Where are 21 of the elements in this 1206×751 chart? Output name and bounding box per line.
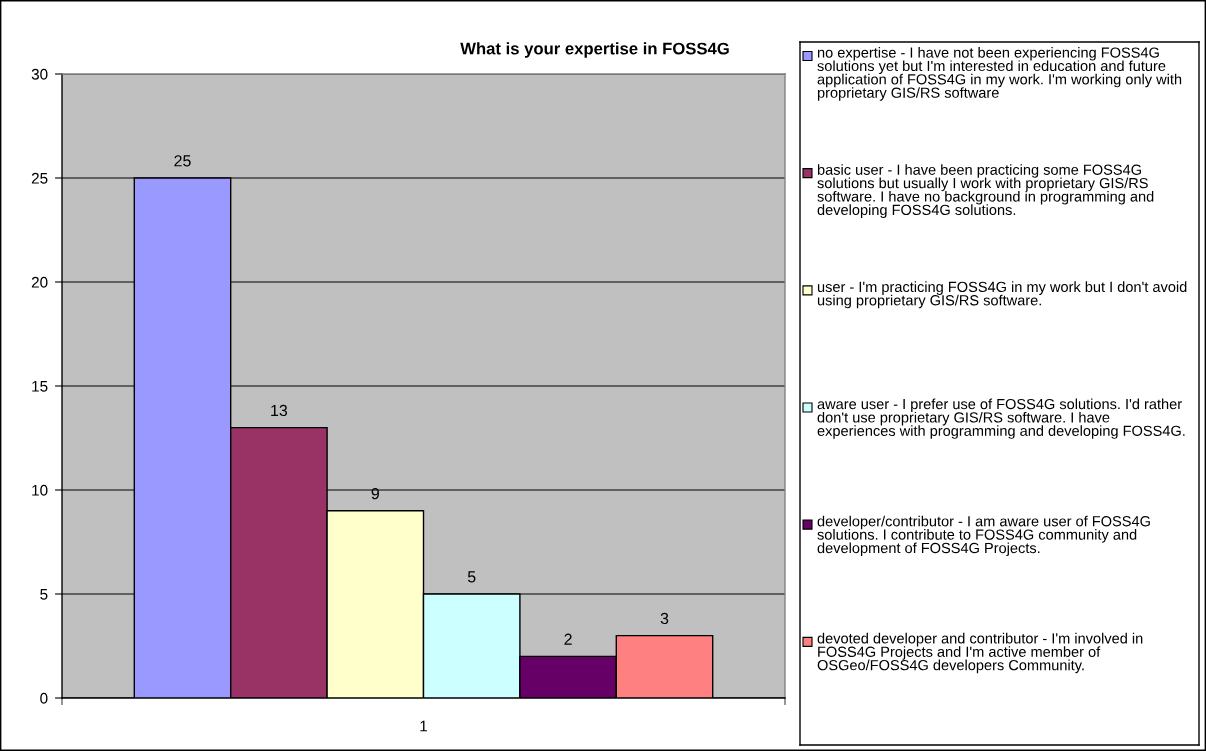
- data-label: 3: [660, 612, 669, 625]
- legend-label: developer/contributor - I am aware user of FOSS4G solutions. I contribute to FOSS4G community and development of FOSS4G Projects.: [817, 515, 1150, 557]
- legend-label: aware user - I prefer use of FOSS4G solutions. I'd rather don't use proprietary GIS/RS software. I have experiences with programming and developing FOSS4G.: [817, 398, 1185, 439]
- data-label: 9: [371, 488, 379, 500]
- y-tick-label: 20: [31, 276, 48, 288]
- y-tick-label: 5: [40, 589, 48, 600]
- chart-title: What is your expertise in FOSS4G: [460, 42, 729, 58]
- legend-label: basic user - I have been practicing some FOSS4G solutions but usually I work with proprietary GIS/RS software. I have no background in programming and developing FOSS4G solutions.: [817, 164, 1154, 218]
- y-tick-label: 25: [31, 172, 48, 184]
- data-label: 5: [467, 571, 476, 583]
- data-label: 25: [174, 155, 191, 167]
- data-label: 2: [564, 633, 572, 645]
- legend-label: user - I'm practicing FOSS4G in my work but I don't avoid using proprietary GIS/RS software.: [817, 281, 1187, 309]
- legend-label: no expertise - I have not been experiencing FOSS4G solutions yet but I'm interested in education and future application of FOSS4G in my work. I'm working only with proprietary GIS/RS software: [817, 47, 1182, 101]
- x-tick-label: 1: [420, 720, 427, 732]
- y-tick-label: 30: [31, 68, 48, 80]
- y-tick-label: 10: [32, 484, 48, 496]
- legend-label: devoted developer and contributor - I'm involved in FOSS4G Projects and I'm active member of OSGeo/FOSS4G developers Community.: [817, 632, 1143, 674]
- data-label: 13: [271, 404, 288, 417]
- y-tick-label: 0: [40, 692, 48, 704]
- y-tick-label: 15: [32, 381, 48, 392]
